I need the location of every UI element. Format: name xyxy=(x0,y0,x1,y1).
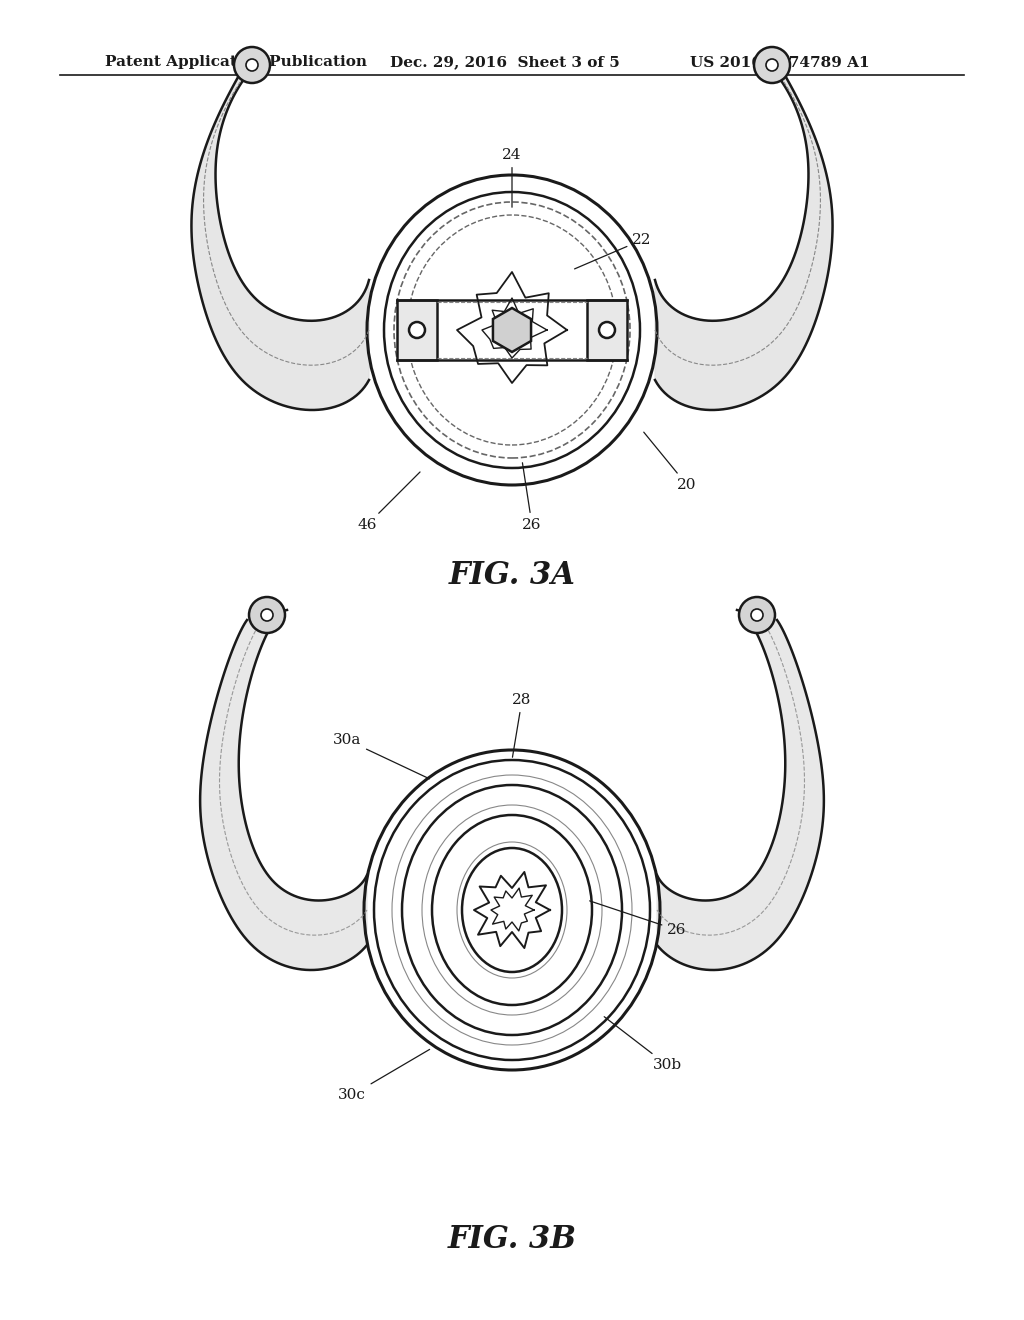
Text: Patent Application Publication: Patent Application Publication xyxy=(105,55,367,69)
FancyBboxPatch shape xyxy=(397,300,437,360)
Text: 24: 24 xyxy=(502,148,522,207)
Circle shape xyxy=(409,322,425,338)
Circle shape xyxy=(754,48,790,83)
Text: 30a: 30a xyxy=(333,733,429,779)
Text: 30c: 30c xyxy=(338,1049,430,1102)
Text: 26: 26 xyxy=(590,900,687,937)
Polygon shape xyxy=(657,610,824,970)
Text: FIG. 3B: FIG. 3B xyxy=(447,1225,577,1255)
Circle shape xyxy=(751,609,763,620)
Polygon shape xyxy=(200,610,367,970)
Text: FIG. 3A: FIG. 3A xyxy=(449,560,575,590)
Circle shape xyxy=(246,59,258,71)
Text: US 2016/0374789 A1: US 2016/0374789 A1 xyxy=(690,55,869,69)
Circle shape xyxy=(249,597,285,634)
Polygon shape xyxy=(493,308,531,352)
Polygon shape xyxy=(191,59,369,411)
Text: 30b: 30b xyxy=(604,1016,682,1072)
Circle shape xyxy=(599,322,615,338)
Text: 28: 28 xyxy=(512,693,531,758)
FancyBboxPatch shape xyxy=(587,300,627,360)
Circle shape xyxy=(234,48,270,83)
Text: 26: 26 xyxy=(522,463,542,532)
Text: 46: 46 xyxy=(357,473,420,532)
Text: 22: 22 xyxy=(574,234,651,269)
Text: Dec. 29, 2016  Sheet 3 of 5: Dec. 29, 2016 Sheet 3 of 5 xyxy=(390,55,620,69)
Circle shape xyxy=(766,59,778,71)
Circle shape xyxy=(739,597,775,634)
Circle shape xyxy=(261,609,273,620)
Text: 20: 20 xyxy=(644,432,696,492)
Polygon shape xyxy=(655,59,833,411)
